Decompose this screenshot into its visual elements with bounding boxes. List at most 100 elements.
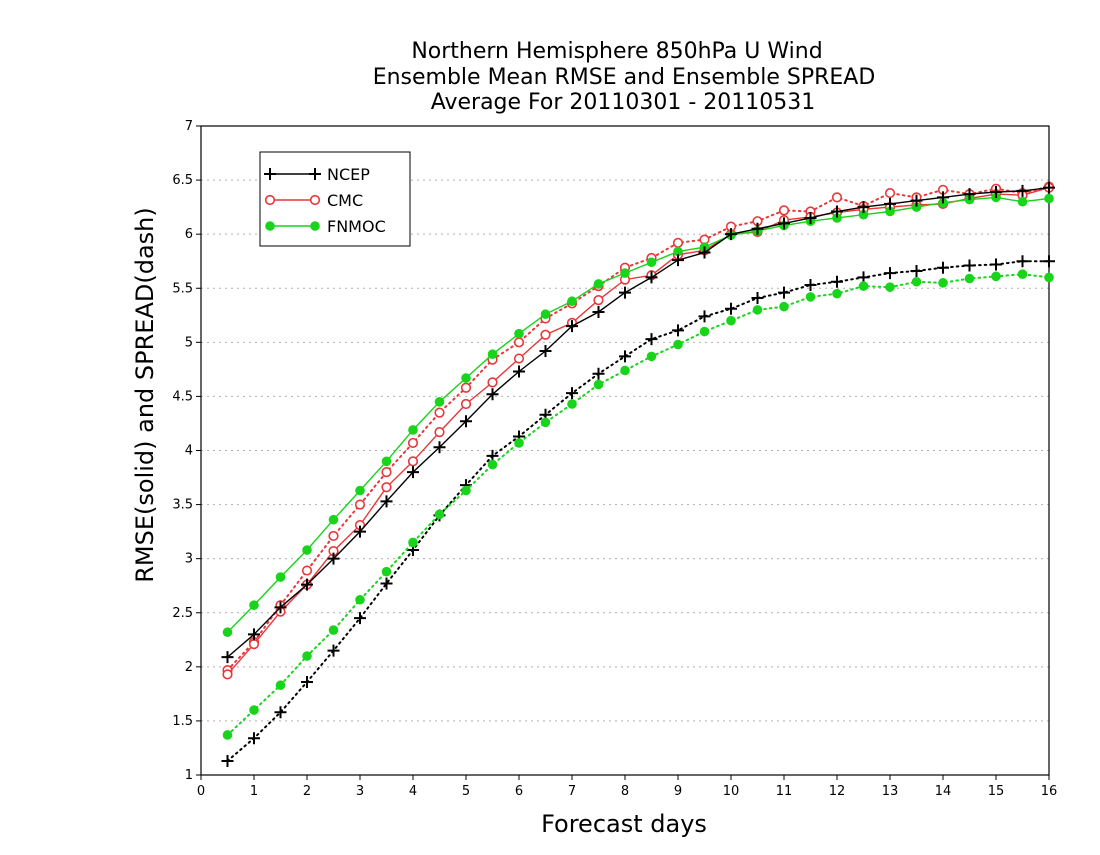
point-fnmoc-spread bbox=[832, 288, 842, 299]
point-ncep-spread bbox=[725, 302, 737, 315]
y-tick-label: 3 bbox=[185, 552, 193, 567]
x-tick-label: 2 bbox=[303, 784, 311, 799]
legend-marker-fnmoc bbox=[265, 221, 275, 231]
point-fnmoc-rmse bbox=[461, 373, 471, 383]
point-ncep-rmse bbox=[592, 306, 605, 319]
point-fnmoc-rmse bbox=[275, 572, 286, 582]
point-ncep-spread bbox=[592, 367, 605, 380]
legend-marker-cmc bbox=[309, 194, 321, 206]
point-fnmoc-spread bbox=[381, 566, 392, 577]
legend-box bbox=[259, 151, 411, 247]
x-tick-label: 6 bbox=[515, 784, 523, 799]
point-fnmoc-rmse bbox=[222, 627, 233, 638]
point-ncep-spread bbox=[804, 279, 817, 292]
point-ncep-rmse bbox=[513, 365, 525, 378]
point-fnmoc-spread bbox=[991, 271, 1001, 282]
point-fnmoc-spread bbox=[779, 301, 789, 312]
point-fnmoc-spread bbox=[938, 278, 948, 288]
point-ncep-rmse bbox=[539, 344, 552, 357]
point-fnmoc-rmse bbox=[646, 257, 657, 268]
point-ncep-rmse bbox=[433, 441, 446, 454]
point-ncep-rmse bbox=[645, 271, 658, 284]
point-ncep-spread bbox=[910, 264, 923, 277]
point-fnmoc-rmse bbox=[620, 268, 630, 278]
y-tick-label: 4 bbox=[185, 444, 193, 459]
point-fnmoc-spread bbox=[646, 351, 657, 362]
series-group bbox=[221, 181, 1055, 767]
point-cmc-rmse bbox=[434, 427, 445, 438]
point-cmc-rmse bbox=[222, 669, 233, 680]
point-fnmoc-spread bbox=[434, 509, 445, 520]
point-fnmoc-rmse bbox=[593, 279, 604, 289]
series-fnmoc-rmse bbox=[222, 192, 1054, 638]
point-ncep-spread bbox=[751, 291, 764, 304]
point-cmc-spread bbox=[301, 565, 313, 576]
line-ncep-rmse bbox=[227, 187, 1050, 658]
point-ncep-spread bbox=[1016, 255, 1029, 268]
x-tick-label: 11 bbox=[776, 784, 793, 799]
point-fnmoc-spread bbox=[964, 273, 975, 284]
point-cmc-rmse bbox=[593, 295, 604, 306]
point-ncep-spread bbox=[380, 577, 393, 590]
point-ncep-rmse bbox=[857, 201, 870, 214]
point-ncep-spread bbox=[990, 258, 1002, 271]
point-cmc-spread bbox=[513, 337, 525, 348]
point-cmc-rmse bbox=[540, 329, 551, 340]
point-ncep-spread bbox=[937, 261, 949, 274]
point-fnmoc-spread bbox=[328, 625, 339, 635]
x-tick-label: 13 bbox=[882, 784, 899, 799]
x-tick-label: 1 bbox=[250, 784, 258, 799]
point-fnmoc-spread bbox=[249, 705, 259, 715]
point-fnmoc-spread bbox=[222, 730, 233, 740]
point-fnmoc-spread bbox=[275, 680, 286, 691]
axis-ticks: 11.522.533.544.555.566.570 1 2 3 4 5 6 7 8 9 10 11 1… bbox=[172, 119, 1057, 799]
point-ncep-rmse bbox=[1043, 181, 1055, 194]
point-fnmoc-spread bbox=[461, 485, 471, 496]
series-cmc-rmse bbox=[222, 182, 1055, 680]
x-tick-label: 0 bbox=[197, 784, 205, 799]
point-ncep-rmse bbox=[990, 185, 1002, 198]
point-ncep-spread bbox=[619, 350, 631, 363]
point-ncep-rmse bbox=[937, 191, 949, 204]
point-ncep-rmse bbox=[698, 246, 711, 259]
point-fnmoc-rmse bbox=[408, 425, 418, 435]
point-cmc-rmse bbox=[513, 353, 525, 364]
point-fnmoc-rmse bbox=[487, 349, 498, 360]
x-axis-label: Forecast days bbox=[541, 810, 707, 838]
point-fnmoc-spread bbox=[355, 594, 365, 605]
point-ncep-rmse bbox=[672, 254, 684, 267]
point-fnmoc-rmse bbox=[540, 309, 551, 320]
point-ncep-rmse bbox=[725, 228, 737, 241]
point-fnmoc-rmse bbox=[302, 545, 312, 555]
point-fnmoc-rmse bbox=[567, 296, 577, 307]
point-cmc-spread bbox=[460, 382, 472, 393]
point-cmc-rmse bbox=[407, 456, 419, 467]
point-ncep-spread bbox=[963, 259, 976, 272]
point-ncep-rmse bbox=[301, 578, 313, 591]
x-tick-label: 9 bbox=[674, 784, 682, 799]
legend-marker-cmc bbox=[264, 194, 276, 206]
x-tick-label: 8 bbox=[621, 784, 629, 799]
point-cmc-rmse bbox=[381, 482, 392, 493]
point-ncep-rmse bbox=[619, 286, 631, 299]
point-ncep-rmse bbox=[327, 552, 340, 565]
point-ncep-rmse bbox=[460, 415, 472, 428]
y-tick-label: 3.5 bbox=[172, 498, 193, 513]
y-tick-label: 1 bbox=[185, 768, 193, 783]
point-ncep-rmse bbox=[751, 222, 764, 235]
point-ncep-spread bbox=[672, 324, 684, 337]
legend-label-ncep: NCEP bbox=[327, 165, 370, 184]
point-cmc-spread bbox=[354, 499, 366, 510]
series-ncep-rmse bbox=[221, 181, 1055, 664]
point-cmc-spread bbox=[434, 407, 445, 418]
point-ncep-rmse bbox=[274, 601, 287, 614]
point-cmc-spread bbox=[831, 192, 843, 203]
series-cmc-spread bbox=[222, 181, 1055, 676]
point-ncep-rmse bbox=[221, 651, 234, 664]
point-ncep-spread bbox=[645, 333, 658, 346]
line-ncep-spread bbox=[226, 260, 1050, 762]
point-ncep-spread bbox=[248, 732, 260, 745]
point-fnmoc-spread bbox=[567, 399, 577, 409]
y-tick-label: 1.5 bbox=[172, 714, 193, 729]
legend-marker-fnmoc bbox=[310, 221, 320, 231]
